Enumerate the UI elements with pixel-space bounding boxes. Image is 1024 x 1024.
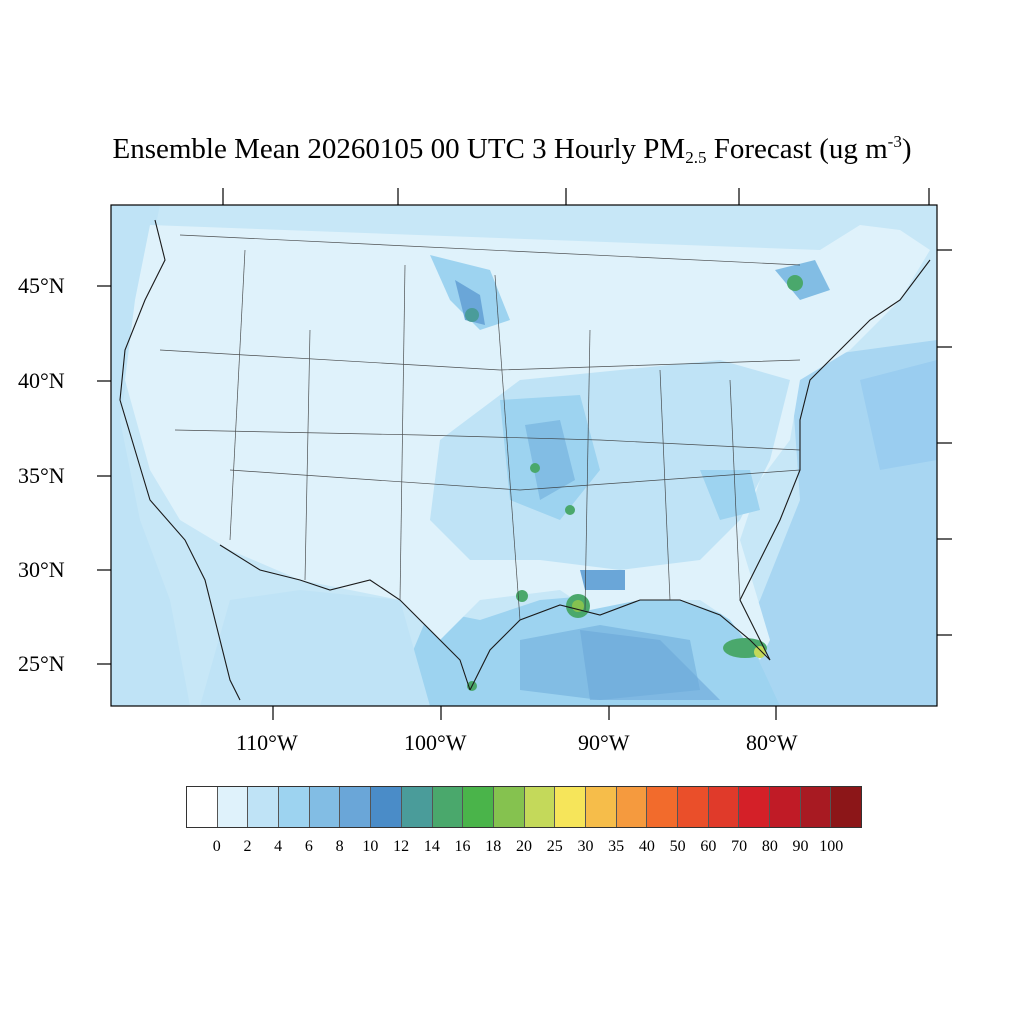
- colorbar-tick-label: 35: [608, 838, 625, 855]
- colorbar-tick-label: 20: [516, 838, 532, 855]
- colorbar-tick-label: 30: [577, 838, 594, 855]
- colorbar-swatch: [309, 787, 341, 827]
- lon-label-90w: 90°W: [578, 730, 630, 755]
- colorbar-swatch: [831, 787, 862, 827]
- pm25-field: [111, 205, 937, 706]
- colorbar-tick-label: 2: [243, 838, 252, 855]
- colorbar-tick-label: 10: [362, 838, 379, 855]
- colorbar-tick-label: 70: [731, 838, 748, 855]
- colorbar-swatch: [616, 787, 648, 827]
- colorbar-swatch: [770, 787, 801, 827]
- colorbar-swatch: [248, 787, 280, 827]
- colorbar-swatch: [401, 787, 433, 827]
- lat-label-30n: 30°N: [18, 557, 65, 582]
- colorbar-tick-label: 50: [669, 838, 686, 855]
- colorbar: [186, 786, 862, 828]
- colorbar-swatch: [463, 787, 494, 827]
- lat-label-45n: 45°N: [18, 273, 65, 298]
- colorbar-swatch: [432, 787, 464, 827]
- colorbar-tick-label: 14: [423, 838, 440, 855]
- colorbar-tick-label: 4: [274, 838, 283, 855]
- coastlines: [119, 219, 931, 701]
- colorbar-tick-label: 8: [335, 838, 344, 855]
- colorbar-tick-label: 60: [700, 838, 717, 855]
- colorbar-tick-label: 16: [454, 838, 471, 855]
- colorbar-swatch: [678, 787, 709, 827]
- colorbar-swatch: [371, 787, 402, 827]
- colorbar-tick-label: 0: [212, 838, 221, 855]
- map-frame: [110, 204, 938, 707]
- colorbar-swatch: [340, 787, 372, 827]
- colorbar-tick-label: 40: [638, 838, 655, 855]
- axis-ticks: [97, 188, 952, 720]
- lat-label-25n: 25°N: [18, 651, 65, 676]
- lat-label-35n: 35°N: [18, 463, 65, 488]
- title-subscript: 2.5: [685, 148, 707, 167]
- state-boundaries: [159, 234, 801, 621]
- colorbar-swatch: [524, 787, 556, 827]
- colorbar-swatch: [739, 787, 771, 827]
- colorbar-swatch: [279, 787, 310, 827]
- colorbar-tick-label: 90: [792, 838, 809, 855]
- colorbar-swatch: [555, 787, 586, 827]
- lon-label-110w: 110°W: [236, 730, 298, 755]
- colorbar-swatch: [217, 787, 249, 827]
- lat-label-40n: 40°N: [18, 368, 65, 393]
- lon-label-80w: 80°W: [746, 730, 798, 755]
- colorbar-swatch: [647, 787, 678, 827]
- colorbar-tick-label: 6: [304, 838, 313, 855]
- colorbar-swatch: [585, 787, 617, 827]
- colorbar-tick-label: 18: [485, 838, 502, 855]
- colorbar-tick-label: 100: [819, 838, 844, 855]
- lon-label-100w: 100°W: [404, 730, 467, 755]
- title-superscript: -3: [887, 132, 902, 151]
- colorbar-swatch: [708, 787, 740, 827]
- colorbar-swatch: [187, 787, 218, 827]
- colorbar-tick-label: 12: [393, 838, 410, 855]
- colorbar-tick-label: 80: [761, 838, 778, 855]
- colorbar-swatch: [800, 787, 832, 827]
- colorbar-swatch: [493, 787, 525, 827]
- map-title: Ensemble Mean 20260105 00 UTC 3 Hourly P…: [112, 132, 912, 167]
- colorbar-tick-label: 25: [546, 838, 563, 855]
